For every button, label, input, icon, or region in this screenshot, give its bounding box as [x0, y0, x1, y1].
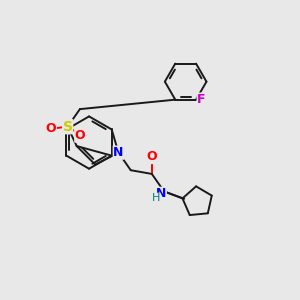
Text: O: O: [75, 129, 86, 142]
Text: N: N: [156, 187, 166, 200]
Text: F: F: [197, 93, 206, 106]
Text: N: N: [113, 146, 124, 159]
Text: O: O: [146, 151, 157, 164]
Text: H: H: [152, 193, 160, 203]
Text: O: O: [46, 122, 56, 135]
Text: S: S: [63, 120, 73, 134]
